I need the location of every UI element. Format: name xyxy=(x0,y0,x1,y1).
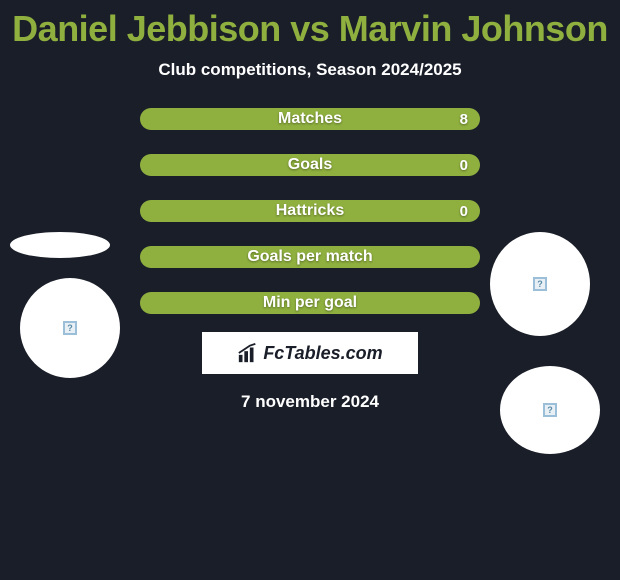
stat-row-goals-per-match: Goals per match xyxy=(140,246,480,268)
content-area: ? ? ? Matches 8 Goals 0 Hattricks 0 Goal… xyxy=(0,108,620,412)
stat-label: Goals xyxy=(288,156,332,174)
stat-row-min-per-goal: Min per goal xyxy=(140,292,480,314)
stat-row-goals: Goals 0 xyxy=(140,154,480,176)
placeholder-icon: ? xyxy=(63,321,77,335)
stat-value-right: 0 xyxy=(460,157,468,174)
chart-icon xyxy=(237,342,259,364)
logo-text: FcTables.com xyxy=(263,343,382,364)
player-circle-right-top: ? xyxy=(490,232,590,336)
page-subtitle: Club competitions, Season 2024/2025 xyxy=(0,60,620,80)
page-title: Daniel Jebbison vs Marvin Johnson xyxy=(0,0,620,50)
stat-label: Min per goal xyxy=(263,294,357,312)
stat-label: Goals per match xyxy=(247,248,372,266)
placeholder-icon: ? xyxy=(543,403,557,417)
branding-logo[interactable]: FcTables.com xyxy=(202,332,418,374)
stat-value-right: 0 xyxy=(460,203,468,220)
player-circle-left: ? xyxy=(20,278,120,378)
player-circle-right-bottom: ? xyxy=(500,366,600,454)
placeholder-icon: ? xyxy=(533,277,547,291)
decor-ellipse-left xyxy=(10,232,110,258)
stat-label: Hattricks xyxy=(276,202,344,220)
stat-value-right: 8 xyxy=(460,111,468,128)
stat-row-hattricks: Hattricks 0 xyxy=(140,200,480,222)
stat-label: Matches xyxy=(278,110,342,128)
stat-row-matches: Matches 8 xyxy=(140,108,480,130)
